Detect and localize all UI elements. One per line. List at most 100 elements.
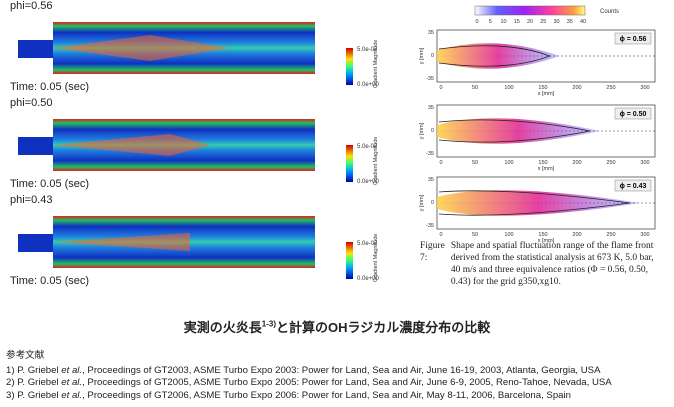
x-tick-label: 300: [640, 160, 649, 166]
phi-label: ϕ = 0.50: [620, 111, 647, 118]
x-axis-label: x [mm]: [538, 166, 555, 172]
x-tick-label: 50: [472, 85, 478, 91]
colorbar: [346, 242, 353, 279]
page-title: 実測の火炎長1-3)と計算のOHラジカル濃度分布の比較: [0, 317, 674, 336]
counts-tick: 25: [540, 19, 546, 25]
phi-box: [614, 107, 652, 120]
x-tick-label: 50: [472, 232, 478, 238]
x-tick-label: 100: [504, 160, 513, 166]
phi-label: ϕ = 0.43: [620, 183, 647, 190]
title-sup: 1-3): [261, 319, 276, 329]
colorbar-min: 0.0e+00: [357, 276, 380, 282]
colorbar-max: 5.0e-02: [357, 47, 378, 53]
colorbar-min: 0.0e+00: [357, 82, 380, 88]
reference-rest: , Proceedings of GT2003, ASME Turbo Expo…: [82, 364, 601, 376]
reference-prefix: 3) P. Griebel: [6, 389, 62, 401]
y-tick-label: -35: [426, 223, 434, 229]
title-main: 実測の火炎長: [183, 320, 262, 335]
y-tick-label: 0: [431, 53, 434, 59]
references: 参考文献 1) P. Griebel et al., Proceedings o…: [6, 350, 612, 402]
reference: 1) P. Griebel et al., Proceedings of GT2…: [6, 365, 612, 378]
colorbar-max: 5.0e-02: [357, 241, 378, 247]
reference-rest: , Proceedings of GT2005, ASME Turbo Expo…: [82, 377, 612, 388]
sim-label: phi=0.50: [10, 97, 53, 109]
x-tick-label: 150: [538, 232, 547, 238]
counts-tick: 0: [475, 19, 478, 25]
x-tick-label: 150: [538, 85, 547, 91]
counts-colorbar: [474, 5, 586, 16]
reference-etal: et al.: [61, 377, 83, 388]
y-tick-label: 35: [428, 30, 434, 36]
y-tick-label: -35: [426, 76, 434, 82]
counts-tick: 30: [553, 19, 559, 25]
counts-tick: 20: [527, 19, 533, 25]
inlet: [18, 40, 53, 58]
counts-tick: 15: [514, 19, 520, 25]
inlet: [18, 137, 53, 155]
counts-tick: 35: [567, 19, 573, 25]
x-tick-label: 150: [538, 160, 547, 166]
colorbar-title: Gradient Magnitude: [373, 234, 379, 282]
references-heading: 参考文献: [6, 350, 45, 361]
x-tick-label: 50: [472, 160, 478, 166]
y-tick-label: 35: [428, 105, 434, 111]
sim-label: phi=0.43: [10, 194, 53, 206]
flame-zone: [53, 134, 210, 156]
reference: 2) P. Griebel et al., Proceedings of GT2…: [6, 377, 612, 390]
flame-front: [438, 190, 631, 216]
counts-tick: 40: [580, 19, 586, 25]
colorbar-max: 5.0e-02: [357, 144, 378, 150]
x-tick-label: 250: [606, 232, 615, 238]
y-axis-label: y [mm]: [419, 47, 425, 64]
title-rest: と計算のOHラジカル濃度分布の比較: [276, 320, 491, 335]
reference-prefix: 2) P. Griebel: [6, 377, 62, 388]
counts-tick: 5: [489, 19, 492, 25]
colorbar-min: 0.0e+00: [357, 179, 380, 185]
x-tick-label: 0: [439, 232, 442, 238]
sim-time: Time: 0.05 (sec): [10, 178, 90, 190]
reference-etal: et al.: [61, 364, 83, 376]
flame-front: [438, 119, 591, 143]
caption-text: Shape and spatial fluctuation range of t…: [450, 241, 654, 287]
x-tick-label: 200: [572, 160, 581, 166]
x-axis-label: x [mm]: [538, 238, 555, 244]
y-tick-label: 0: [431, 200, 434, 206]
x-tick-label: 250: [606, 85, 615, 91]
phi-label: ϕ = 0.56: [620, 36, 647, 43]
x-tick-label: 100: [504, 85, 513, 91]
x-tick-label: 200: [572, 85, 581, 91]
caption-number: Figure 7:: [420, 241, 445, 263]
colorbar-title: Gradient Magnitude: [373, 137, 379, 185]
x-tick-label: 200: [572, 232, 581, 238]
flame-zone: [53, 233, 190, 251]
flame-zone: [53, 35, 230, 61]
y-tick-label: 0: [431, 128, 434, 134]
x-tick-label: 0: [439, 85, 442, 91]
phi-box: [614, 32, 652, 45]
phi-box: [614, 179, 652, 192]
x-tick-label: 300: [640, 85, 649, 91]
sim-time: Time: 0.05 (sec): [10, 275, 90, 287]
sim-time: Time: 0.05 (sec): [10, 81, 90, 93]
figure-caption: Figure 7: Shape and spatial fluctuation …: [420, 240, 665, 288]
reference-rest: , Proceedings of GT2006, ASME Turbo Expo…: [82, 389, 571, 401]
flame-front: [438, 45, 552, 67]
x-axis-label: x [mm]: [538, 91, 555, 97]
reference-etal: et al.: [61, 389, 83, 401]
colorbar-title: Gradient Magnitude: [373, 40, 379, 88]
flame-spread: [437, 118, 600, 144]
reference: 3) P. Griebel et al., Proceedings of GT2…: [6, 390, 612, 403]
counts-title: Counts: [600, 9, 619, 15]
y-axis-label: y [mm]: [419, 194, 425, 211]
y-tick-label: 35: [428, 177, 434, 183]
inlet: [18, 234, 53, 252]
y-tick-label: -35: [426, 151, 434, 157]
reference-list: 1) P. Griebel et al., Proceedings of GT2…: [6, 365, 612, 403]
x-tick-label: 300: [640, 232, 649, 238]
y-axis-label: y [mm]: [419, 122, 425, 139]
colorbar: [346, 48, 353, 85]
x-tick-label: 0: [439, 160, 442, 166]
reference-prefix: 1) P. Griebel: [6, 364, 62, 376]
